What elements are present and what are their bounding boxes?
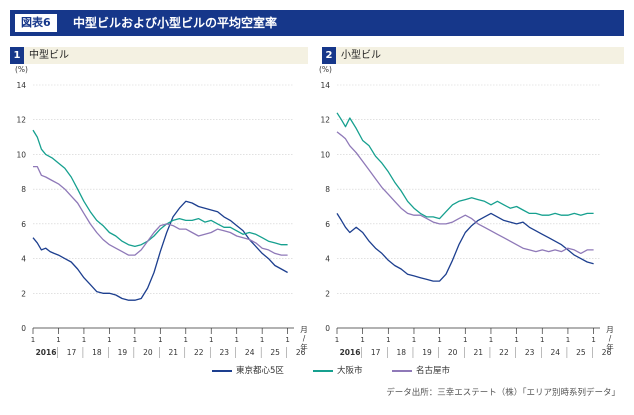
y-tick-label: 14 xyxy=(16,81,26,90)
legend-label-nagoya: 名古屋市 xyxy=(416,366,451,376)
y-tick-label: 12 xyxy=(16,116,26,125)
x-month-label: 1 xyxy=(285,336,289,344)
x-year-label: 2016 xyxy=(36,348,57,357)
y-tick-label: 6 xyxy=(325,220,330,229)
x-month-label: 1 xyxy=(31,336,35,344)
x-year-label: 23 xyxy=(219,348,229,357)
series-line-nagoya xyxy=(33,165,288,256)
x-month-label: 1 xyxy=(107,336,111,344)
x-year-label: 17 xyxy=(67,348,77,357)
x-unit-label: 月/年 xyxy=(300,325,308,352)
x-year-label: 20 xyxy=(448,348,458,357)
x-year-label: 21 xyxy=(169,348,179,357)
legend-label-tokyo: 東京都心5区 xyxy=(236,366,284,376)
x-month-label: 1 xyxy=(82,336,86,344)
legend: 東京都心5区 大阪市 名古屋市 xyxy=(0,364,634,378)
y-tick-label: 4 xyxy=(21,255,26,264)
x-year-label: 22 xyxy=(499,348,509,357)
x-year-label: 17 xyxy=(371,348,381,357)
x-unit-label: 月/年 xyxy=(606,325,614,352)
series-line-osaka xyxy=(336,112,594,220)
y-tick-label: 2 xyxy=(325,289,330,298)
x-month-label: 1 xyxy=(489,336,493,344)
x-year-label: 20 xyxy=(143,348,153,357)
legend-swatch-osaka xyxy=(313,370,333,372)
x-year-label: 18 xyxy=(92,348,102,357)
y-tick-label: 8 xyxy=(325,185,330,194)
y-tick-label: 8 xyxy=(21,185,26,194)
x-year-label: 26 xyxy=(602,348,612,357)
x-year-label: 25 xyxy=(576,348,586,357)
x-year-label: 21 xyxy=(474,348,484,357)
x-year-label: 24 xyxy=(550,348,560,357)
x-month-label: 1 xyxy=(566,336,570,344)
figure-title: 中型ビルおよび小型ビルの平均空室率 xyxy=(73,16,278,30)
figure-header: 図表6 中型ビルおよび小型ビルの平均空室率 xyxy=(10,10,624,36)
y-unit-label: (%) xyxy=(15,65,28,74)
x-month-label: 1 xyxy=(463,336,467,344)
x-month-label: 1 xyxy=(56,336,60,344)
panel-title-small: 小型ビル xyxy=(341,50,381,61)
x-month-label: 1 xyxy=(437,336,441,344)
x-year-label: 19 xyxy=(422,348,432,357)
x-year-label: 25 xyxy=(270,348,280,357)
x-month-label: 1 xyxy=(540,336,544,344)
x-month-label: 1 xyxy=(184,336,188,344)
x-month-label: 1 xyxy=(133,336,137,344)
series-line-nagoya xyxy=(336,131,594,255)
legend-label-osaka: 大阪市 xyxy=(337,366,363,376)
y-tick-label: 12 xyxy=(320,116,330,125)
x-year-label: 23 xyxy=(525,348,535,357)
series-line-tokyo xyxy=(336,212,594,282)
x-month-label: 1 xyxy=(412,336,416,344)
panel-number-1: 1 xyxy=(10,47,24,64)
figure-number-badge: 図表6 xyxy=(15,14,57,32)
x-year-label: 18 xyxy=(397,348,407,357)
y-tick-label: 14 xyxy=(320,81,330,90)
x-month-label: 1 xyxy=(158,336,162,344)
x-year-label: 22 xyxy=(194,348,204,357)
x-month-label: 1 xyxy=(360,336,364,344)
x-month-label: 1 xyxy=(234,336,238,344)
panel-number-2: 2 xyxy=(322,47,336,64)
x-month-label: 1 xyxy=(591,336,595,344)
panel-title-medium: 中型ビル xyxy=(29,50,69,61)
y-tick-label: 0 xyxy=(21,324,26,333)
x-year-label: 2016 xyxy=(340,348,361,357)
x-year-label: 26 xyxy=(296,348,306,357)
x-month-label: 1 xyxy=(386,336,390,344)
y-tick-label: 6 xyxy=(21,220,26,229)
legend-swatch-tokyo xyxy=(212,370,232,372)
data-source-note: データ出所：三幸エステート（株）「エリア別時系列データ」 xyxy=(386,388,620,398)
series-line-osaka xyxy=(32,129,288,248)
y-tick-label: 4 xyxy=(325,255,330,264)
x-month-label: 1 xyxy=(335,336,339,344)
chart-small: (%)0246810121412016117118119120121122123… xyxy=(319,65,614,358)
panel-header-medium: 1 中型ビル xyxy=(10,47,308,64)
y-tick-label: 0 xyxy=(325,324,330,333)
y-tick-label: 10 xyxy=(16,150,26,159)
x-month-label: 1 xyxy=(260,336,264,344)
legend-swatch-nagoya xyxy=(392,370,412,372)
y-unit-label: (%) xyxy=(319,65,332,74)
x-year-label: 19 xyxy=(118,348,128,357)
series-line-tokyo xyxy=(32,200,288,301)
y-tick-label: 10 xyxy=(320,150,330,159)
chart-medium: (%)0246810121412016117118119120121122123… xyxy=(15,65,308,358)
x-year-label: 24 xyxy=(245,348,255,357)
x-month-label: 1 xyxy=(514,336,518,344)
y-tick-label: 2 xyxy=(21,289,26,298)
x-month-label: 1 xyxy=(209,336,213,344)
panel-header-small: 2 小型ビル xyxy=(322,47,624,64)
